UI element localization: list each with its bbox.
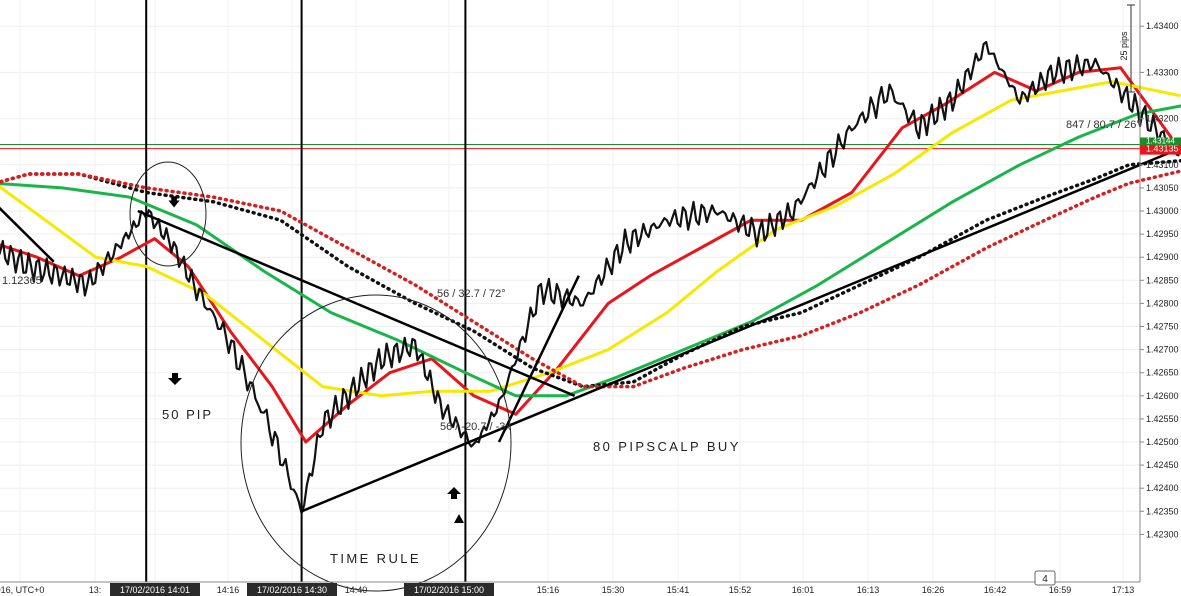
time-tick-label: 016, UTC+0 [0,585,44,595]
price-series [0,40,1180,515]
price-tick-label: 1.42300 [1146,529,1179,539]
time-marker-tag [247,583,337,596]
price-tick-label: 1.42800 [1146,298,1179,308]
up-triangle-icon [454,514,464,523]
time-tick-label: 15:52 [729,585,752,595]
time-tick-label: 17/02/2016 15:00 [414,585,484,595]
time-tick-label: 15:41 [667,585,690,595]
price-tick-label: 1.43400 [1146,21,1179,31]
price-tick-label: 1.42900 [1146,252,1179,262]
time-tick-label: 14:40 [345,585,368,595]
price-tick-label: 1.42450 [1146,460,1179,470]
price-axis: 1.43400 1.43300 1.43200 1.43100 1.43050 1.430… [1119,0,1181,582]
down-arrow-icon [168,373,182,385]
measure-label-top: 56 / 32.7 / 72° [437,288,506,300]
annotation-time-rule: TIME RULE [330,551,421,566]
price-tick-label: 1.42400 [1146,483,1179,493]
price-tick-label: 1.42850 [1146,275,1179,285]
time-markers [145,0,467,582]
time-tick-label: 16:42 [984,585,1007,595]
time-tick-label: 17/02/2016 14:30 [257,585,327,595]
price-tick-label: 1.43000 [1146,206,1179,216]
time-rule-circle [240,294,512,592]
annotation-50-pip: 50 PIP [162,407,213,422]
price-tick-label: 1.43200 [1146,114,1179,124]
time-tick-label: 13: [89,585,102,595]
time-tick-label: 16:59 [1049,585,1072,595]
trend-line [497,275,580,443]
trend-line [137,209,576,397]
measure-label-mid: 56 / -20.7 / -3x [440,421,511,433]
previous-price-label: 1.43144 [1146,136,1175,145]
price-level-lines [0,143,1140,150]
price-tick-label: 1.43300 [1146,67,1179,77]
price-tick-label: 1.43100 [1146,160,1179,170]
price-tick-label: 1.42350 [1146,506,1179,516]
time-tick-label: 17:13 [1112,585,1135,595]
pip-scale-bar: 25 pips [1119,4,1135,93]
trend-line [0,206,55,263]
price-tick-label: 1.42750 [1146,322,1179,332]
time-tick-label: 16:26 [922,585,945,595]
price-line [0,40,1180,515]
reversal-circle [129,161,207,267]
candle-count-badge: 4 [1034,570,1056,586]
time-tick-label: 15:30 [602,585,625,595]
measure-label-left: 1.12365 [2,275,42,287]
time-tick-label: 15:16 [537,585,560,595]
price-tick-label: 1.42550 [1146,414,1179,424]
current-price-label: 1.43135 [1146,144,1179,154]
indicator-line-2 [0,80,1181,398]
current-price-tag: 1.43135 [1140,143,1181,155]
time-marker-tag [404,583,494,596]
signal-arrows: 🡇 [168,195,464,523]
price-tick-label: 1.43050 [1146,183,1179,193]
time-axis: 016, UTC+0 13: 17/02/2016 14:01 14:16 17/02/… [0,570,1140,596]
annotation-scalp-buy: 80 PIPSCALP BUY [593,439,741,454]
highlight-circles [129,161,512,592]
indicator-line-5 [0,169,1181,389]
time-tick-label: 17/02/2016 14:01 [120,585,190,595]
time-tick-label: 16:13 [857,585,880,595]
price-tick-label: 1.42950 [1146,229,1179,239]
pip-scale-label: 25 pips [1119,31,1129,61]
trend-lines [0,146,1181,513]
price-tick-label: 1.42700 [1146,345,1179,355]
price-axis-ticks: 1.43400 1.43300 1.43200 1.43100 1.43050 1.430… [1140,21,1179,539]
price-tick-label: 1.42600 [1146,391,1179,401]
chart-annotations: 50 PIP 80 PIPSCALP BUY TIME RULE 56 / 32… [2,119,1141,566]
candle-count-label: 4 [1042,574,1048,585]
indicator-line-4 [0,158,1181,389]
time-tick-label: 16:01 [792,585,815,595]
trend-line [301,146,1181,513]
down-arrow-icon: 🡇 [168,195,180,209]
price-tick-label: 1.42650 [1146,368,1179,378]
price-tick-label: 1.42500 [1146,437,1179,447]
time-axis-ticks: 016, UTC+0 13: 17/02/2016 14:01 14:16 17/02/… [0,583,1134,596]
previous-price-tag: 1.43144 [1140,136,1181,146]
time-marker-tag [110,583,200,596]
up-arrow-icon [447,487,461,499]
measure-label-right: 847 / 80.7 / 26° [1066,119,1141,131]
time-tick-label: 14:16 [217,585,240,595]
